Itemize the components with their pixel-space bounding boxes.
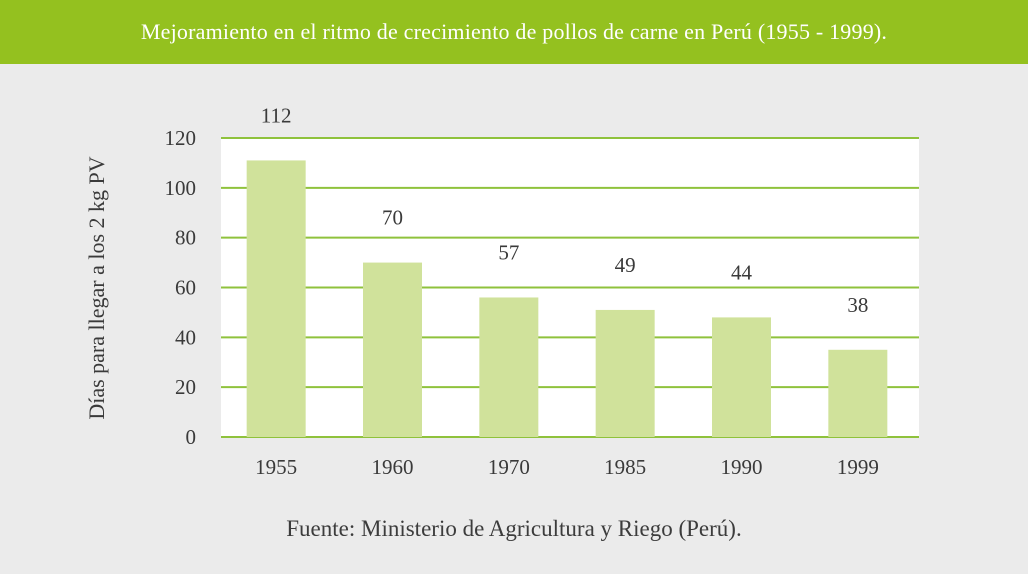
y-tick-label: 40 bbox=[175, 325, 196, 349]
bar bbox=[246, 160, 306, 438]
data-label: 44 bbox=[731, 260, 753, 284]
bar bbox=[828, 349, 888, 437]
data-label: 49 bbox=[615, 253, 636, 277]
data-label: 57 bbox=[498, 240, 519, 264]
y-tick-label: 120 bbox=[165, 126, 197, 150]
data-label: 38 bbox=[847, 293, 868, 317]
title-banner: Mejoramiento en el ritmo de crecimiento … bbox=[0, 0, 1028, 64]
y-axis-title: Días para llegar a los 2 kg PV bbox=[84, 156, 109, 419]
x-tick-label: 1999 bbox=[837, 455, 879, 479]
x-tick-label: 1960 bbox=[372, 455, 414, 479]
x-tick-label: 1985 bbox=[604, 455, 646, 479]
data-label: 112 bbox=[261, 103, 292, 127]
y-tick-label: 0 bbox=[186, 425, 197, 449]
bar bbox=[479, 297, 539, 437]
x-tick-label: 1970 bbox=[488, 455, 530, 479]
x-tick-label: 1955 bbox=[255, 455, 297, 479]
y-tick-label: 80 bbox=[175, 226, 196, 250]
chart-title: Mejoramiento en el ritmo de crecimiento … bbox=[140, 19, 888, 44]
y-tick-label: 20 bbox=[175, 375, 196, 399]
x-tick-label: 1990 bbox=[721, 455, 763, 479]
y-tick-label: 60 bbox=[175, 276, 196, 300]
bar bbox=[363, 262, 422, 437]
bar bbox=[595, 309, 655, 437]
y-tick-label: 100 bbox=[165, 176, 197, 200]
data-label: 70 bbox=[382, 206, 403, 230]
source-note: Fuente: Ministerio de Agricultura y Rieg… bbox=[286, 516, 742, 541]
bar bbox=[712, 317, 771, 437]
